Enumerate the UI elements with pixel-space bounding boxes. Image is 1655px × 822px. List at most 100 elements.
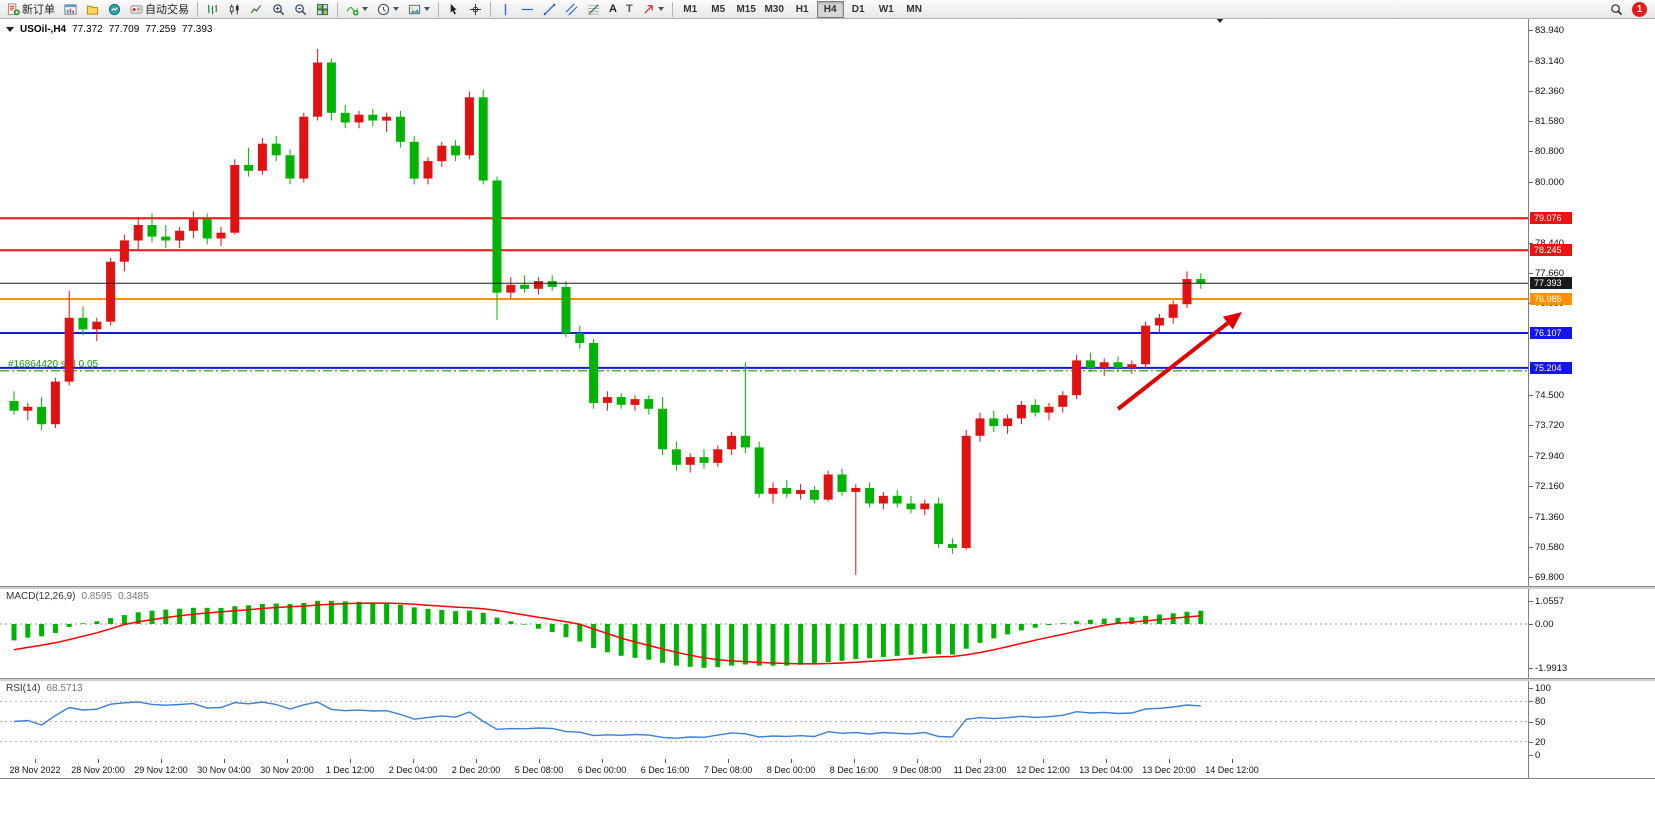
time-axis-label: 6 Dec 00:00 <box>577 765 627 775</box>
autotrading-button[interactable]: 自动交易 <box>126 1 193 18</box>
crosshair-tool-button[interactable] <box>465 1 486 18</box>
candlestick-chart-button[interactable] <box>224 1 245 18</box>
templates-dropdown[interactable] <box>404 1 434 18</box>
price-axis[interactable]: 83.940 83.140 82.360 81.580 80.800 80.000 78.4… <box>1528 19 1655 779</box>
trendline-tool-button[interactable] <box>539 1 560 18</box>
timeframe-m30-button[interactable]: M30 <box>761 1 788 18</box>
chart-shift-marker[interactable] <box>1216 19 1224 41</box>
price-axis-tickmark <box>1529 577 1533 578</box>
bar-chart-button[interactable] <box>202 1 223 18</box>
rsi-axis-tickmark <box>1529 722 1533 723</box>
main-chart-panel[interactable]: #16864420 sell 0.05 USOil-,H4 77.372 77.… <box>0 19 1528 586</box>
zoom-out-button[interactable] <box>290 1 311 18</box>
price-badge-support-2: 75.204 <box>1530 362 1572 374</box>
price-tick-label: 72.160 <box>1535 481 1565 492</box>
timeframe-w1-button[interactable]: W1 <box>873 1 900 18</box>
macd-tick-label: -1.9913 <box>1535 663 1568 674</box>
candles <box>9 49 1206 576</box>
trendline-icon <box>543 3 556 15</box>
toolbar: 新订单 自动交易 <box>0 0 1655 19</box>
rsi-axis-tickmark <box>1529 701 1533 702</box>
timeframe-d1-button[interactable]: D1 <box>845 1 872 18</box>
time-axis-tickmark <box>917 759 918 763</box>
price-tick-label: 70.580 <box>1535 542 1565 553</box>
macd-axis-tickmark <box>1529 668 1533 669</box>
price-axis-tickmark <box>1529 182 1533 183</box>
price-tick-label: 72.940 <box>1535 451 1565 462</box>
periods-dropdown[interactable] <box>373 1 403 18</box>
price-axis-tickmark <box>1529 30 1533 31</box>
macd-main-value: 0.8595 <box>81 591 113 602</box>
indicators-dropdown[interactable] <box>342 1 372 18</box>
line-chart-icon <box>250 4 262 13</box>
text-label-tool-button[interactable]: T <box>622 1 637 18</box>
timeframe-h4-button[interactable]: H4 <box>816 0 844 18</box>
rsi-value: 68.5713 <box>46 683 83 694</box>
rsi-axis-tickmark <box>1529 742 1533 743</box>
fibonacci-tool-button[interactable] <box>583 1 604 18</box>
panel-splitter[interactable] <box>0 678 1655 681</box>
time-axis-label: 11 Dec 23:00 <box>953 765 1007 775</box>
time-axis-border <box>0 778 1655 779</box>
macd-axis-tickmark <box>1529 601 1533 602</box>
price-tick-label: 73.720 <box>1535 420 1565 431</box>
crosshair-icon <box>469 3 482 15</box>
vertical-line-tool-button[interactable] <box>495 1 516 18</box>
trend-arrow[interactable] <box>1116 321 1230 411</box>
autotrading-label: 自动交易 <box>145 4 189 16</box>
cursor-tool-button[interactable] <box>443 1 464 18</box>
autotrading-icon <box>130 4 143 14</box>
price-axis-tickmark <box>1529 61 1533 62</box>
zoom-in-icon <box>273 3 285 15</box>
tile-windows-icon <box>316 3 329 15</box>
time-axis-tickmark <box>476 759 477 763</box>
market-watch-button[interactable] <box>104 1 125 18</box>
price-tick-label: 82.360 <box>1535 86 1565 97</box>
dropdown-caret-icon <box>393 7 399 11</box>
price-axis-tickmark <box>1529 243 1533 244</box>
timeframe-m15-button[interactable]: M15 <box>733 1 760 18</box>
timeframe-m5-button[interactable]: M5 <box>705 1 732 18</box>
notification-badge[interactable]: 1 <box>1632 1 1647 17</box>
price-axis-tickmark <box>1529 517 1533 518</box>
symbol-dropdown-triangle-icon[interactable] <box>6 27 14 32</box>
new-order-button[interactable]: 新订单 <box>3 1 59 18</box>
horizontal-line-tool-button[interactable] <box>517 1 538 18</box>
new-chart-button[interactable] <box>60 1 81 18</box>
channel-tool-button[interactable] <box>561 1 582 18</box>
timeframe-mn-button[interactable]: MN <box>901 1 928 18</box>
time-axis-label: 8 Dec 00:00 <box>766 765 816 775</box>
time-axis-tickmark <box>413 759 414 763</box>
price-axis-tickmark <box>1529 151 1533 152</box>
time-axis-label: 29 Nov 12:00 <box>134 765 188 775</box>
rsi-panel[interactable]: RSI(14) 68.5713 <box>0 680 1528 759</box>
profiles-button[interactable] <box>82 1 103 18</box>
chart-region: #16864420 sell 0.05 USOil-,H4 77.372 77.… <box>0 19 1528 822</box>
arrows-dropdown[interactable] <box>638 1 668 18</box>
zoom-in-button[interactable] <box>268 1 289 18</box>
time-axis-label: 1 Dec 12:00 <box>325 765 375 775</box>
search-button[interactable] <box>1606 1 1627 18</box>
price-badge-resistance-2: 78.245 <box>1530 244 1572 256</box>
timeframe-m1-button[interactable]: M1 <box>677 1 704 18</box>
panel-splitter[interactable] <box>0 586 1655 589</box>
template-icon <box>408 4 421 14</box>
macd-panel[interactable]: MACD(12,26,9) 0.8595 0.3485 <box>0 588 1528 678</box>
price-axis-tickmark <box>1529 425 1533 426</box>
price-axis-tickmark <box>1529 121 1533 122</box>
symbol-period-label: USOil-,H4 <box>20 24 67 35</box>
time-axis-tickmark <box>350 759 351 763</box>
rsi-name: RSI(14) <box>6 683 41 694</box>
rsi-tick-label: 100 <box>1535 683 1551 694</box>
price-axis-tickmark <box>1529 547 1533 548</box>
candlestick-chart[interactable]: #16864420 sell 0.05 <box>0 19 1528 586</box>
trend-arrow-head[interactable] <box>1222 312 1242 330</box>
line-chart-button[interactable] <box>246 1 267 18</box>
time-axis[interactable]: 28 Nov 2022 28 Nov 20:00 29 Nov 12:00 30 No… <box>0 759 1528 781</box>
time-axis-label: 30 Nov 20:00 <box>260 765 314 775</box>
text-tool-button[interactable]: A <box>605 1 621 18</box>
macd-chart <box>0 600 1528 668</box>
timeframe-h1-button[interactable]: H1 <box>789 1 816 18</box>
tile-windows-button[interactable] <box>312 1 333 18</box>
time-axis-tickmark <box>1232 759 1233 763</box>
